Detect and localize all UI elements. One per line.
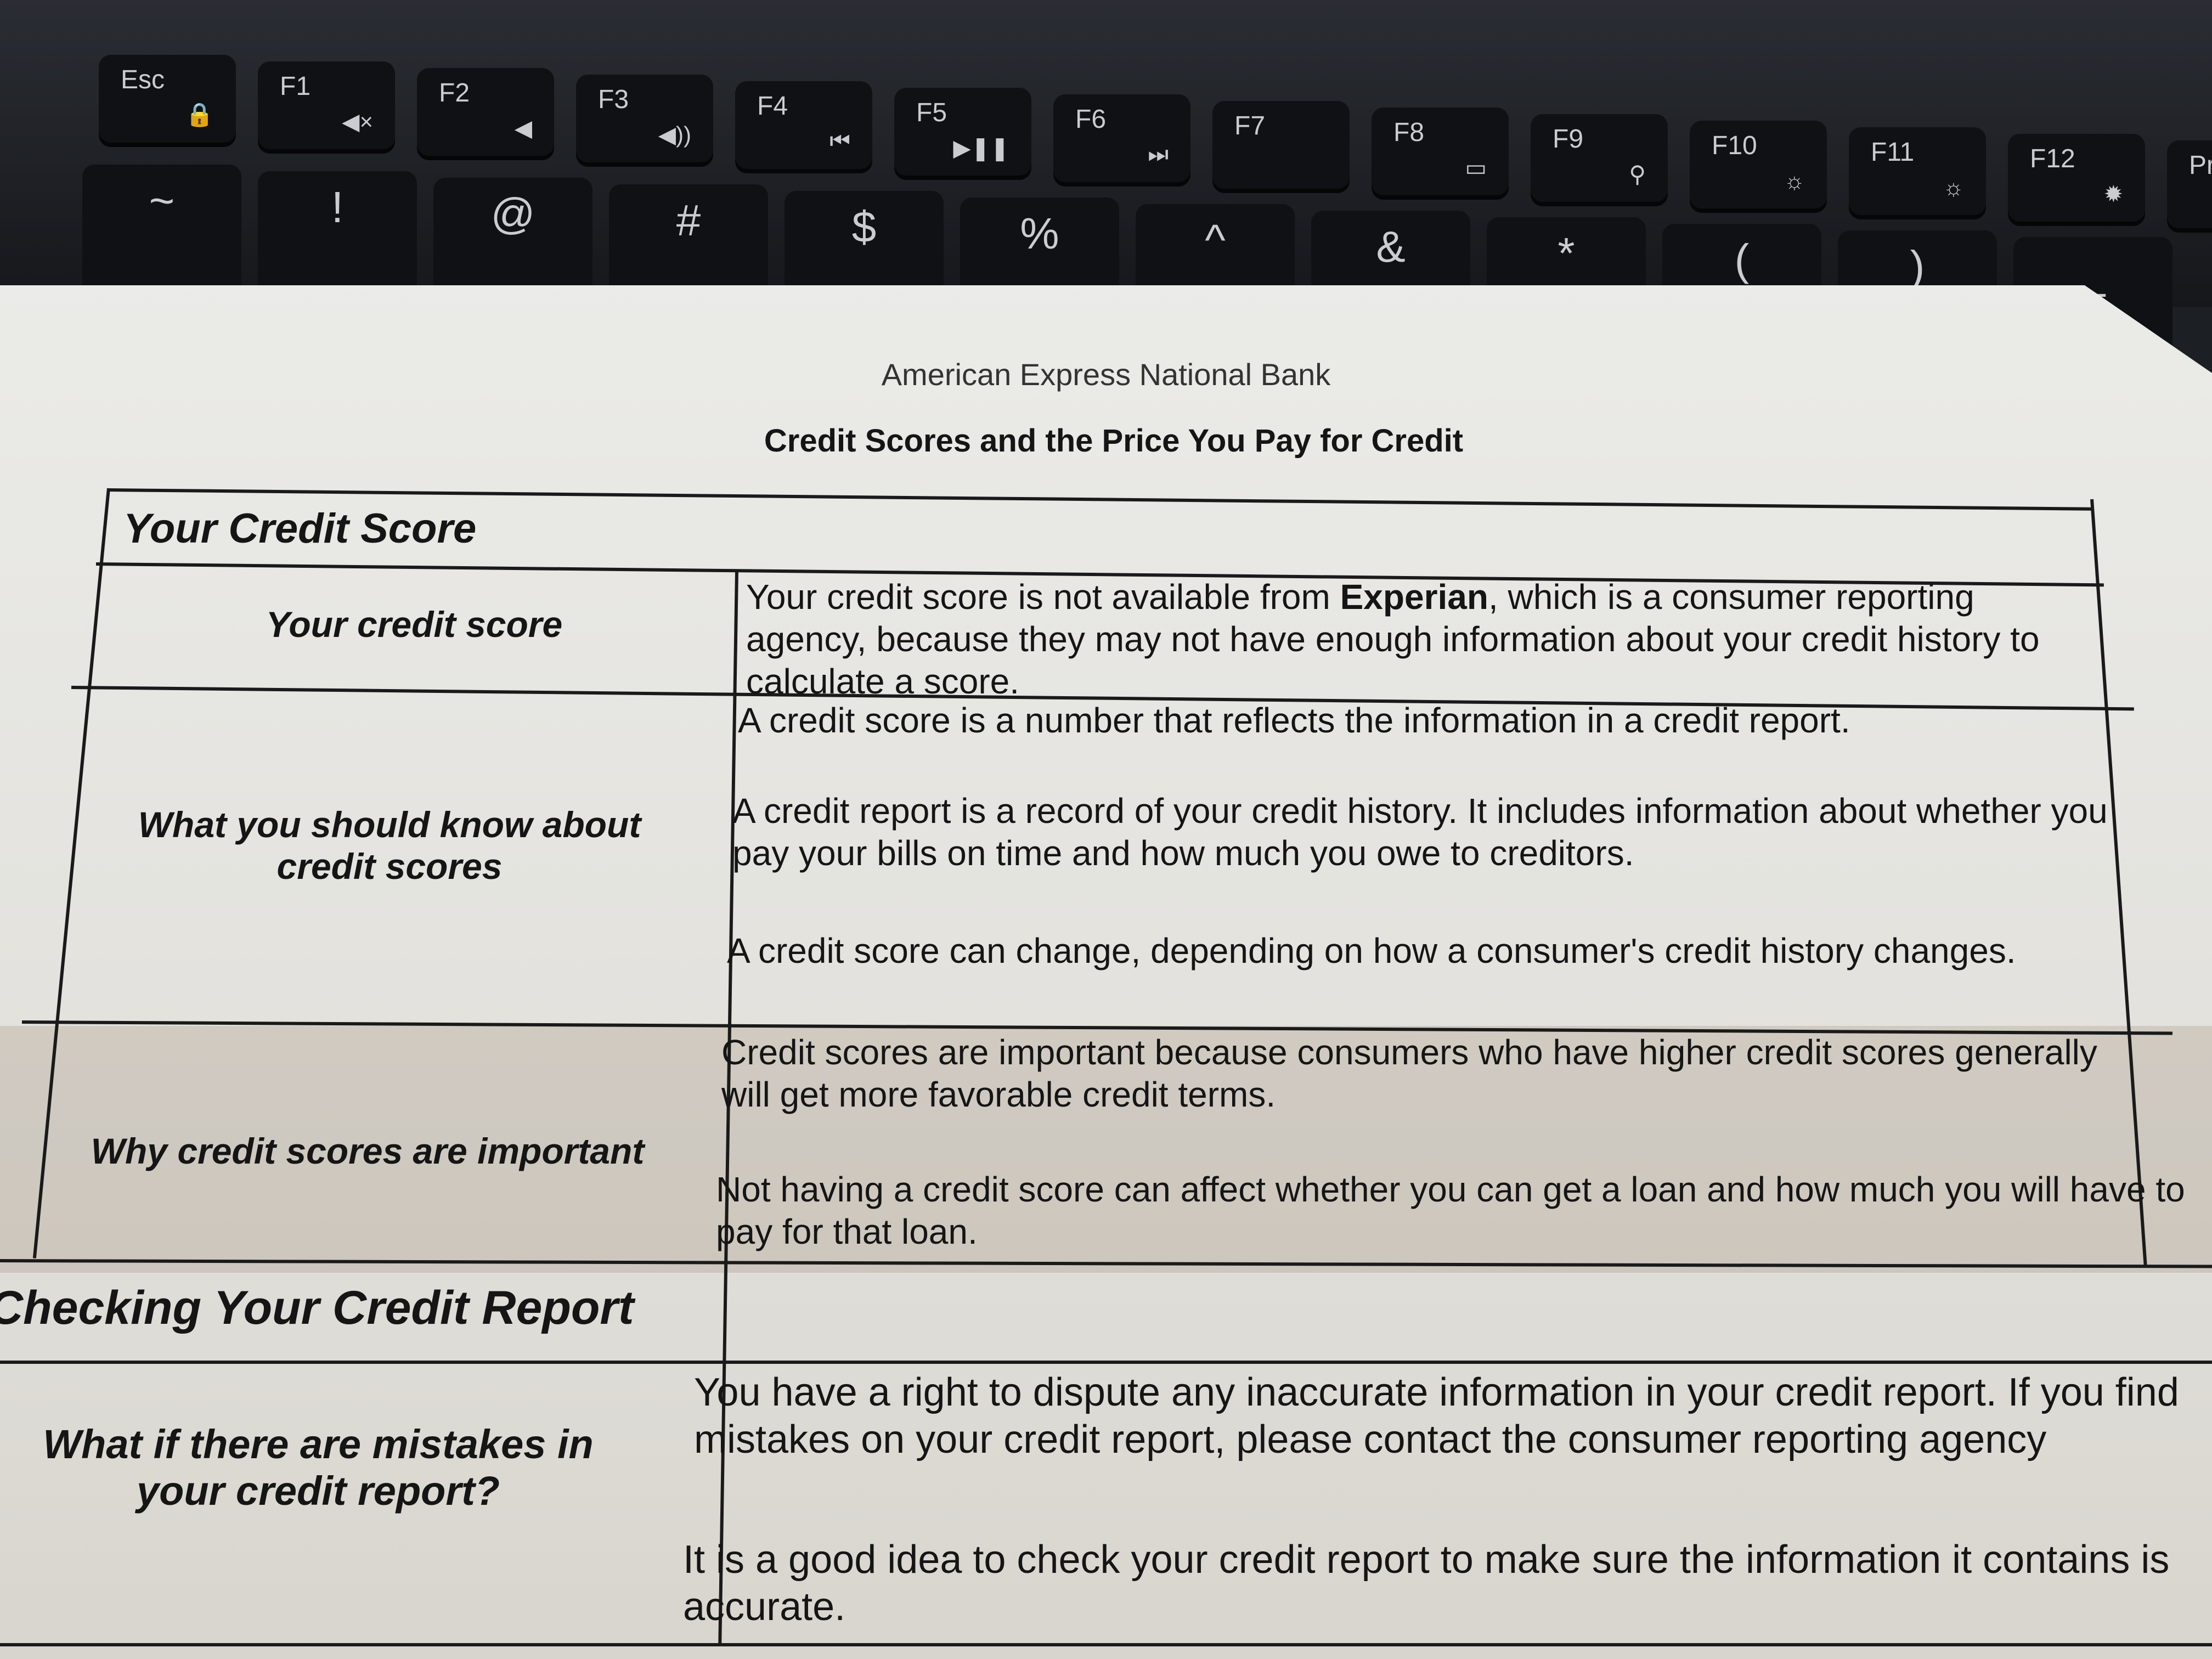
keyboard: Esc 🔒 F1 ◀× F2 ◀ F3 ◀)) F4 ⏮ F5 ▶❚❚ F6 ⏭ F7 F8 ▭ F9 ⚲ F10 ☼ F… <box>0 0 2212 369</box>
key-pr[interactable]: Pr <box>2167 140 2212 228</box>
next-icon: ⏭ <box>1148 141 1169 167</box>
key-label: % <box>1020 209 1059 258</box>
key-f2[interactable]: F2 ◀ <box>417 68 554 156</box>
key-esc[interactable]: Esc 🔒 <box>99 55 236 143</box>
label-what-you-should-know: What you should know about credit scores <box>138 804 641 887</box>
key-f7[interactable]: F7 <box>1212 101 1350 189</box>
key-label: Esc <box>121 65 165 94</box>
fn-lock-icon: 🔒 <box>185 101 214 127</box>
key-label: * <box>1558 229 1575 278</box>
know-text-3: A credit score can change, depending on … <box>727 931 2016 970</box>
key-f12[interactable]: F12 ✹ <box>2008 134 2145 222</box>
know-text-1: A credit score is a number that reflects… <box>738 701 1850 740</box>
key-label: F2 <box>439 78 470 108</box>
key-label: F6 <box>1075 105 1107 134</box>
mistakes-text-1: You have a right to dispute any inaccura… <box>694 1370 2179 1462</box>
mute-icon: ◀× <box>342 109 373 134</box>
key-label: F10 <box>1712 131 1757 160</box>
key-f10[interactable]: F10 ☼ <box>1690 121 1827 208</box>
key-label: F5 <box>916 98 947 127</box>
key-f8[interactable]: F8 ▭ <box>1372 108 1509 195</box>
key-label: ! <box>331 183 344 232</box>
label-mistakes: What if there are mistakes in your credi… <box>43 1421 594 1514</box>
key-label: ~ <box>149 176 175 225</box>
section-your-credit-score: Your Credit Score <box>123 505 477 552</box>
key-label: F3 <box>598 85 629 114</box>
important-text-2: Not having a credit score can affect whe… <box>716 1170 2185 1251</box>
kbd-light-icon: ☼ <box>1784 168 1805 194</box>
key-f11[interactable]: F11 ☼ <box>1849 127 1986 215</box>
bright-up-icon: ✹ <box>2103 181 2123 207</box>
shadow <box>0 1026 2212 1273</box>
bright-down-icon: ☼ <box>1943 174 1965 200</box>
vol-down-icon: ◀ <box>514 115 532 141</box>
key-label: F9 <box>1553 125 1584 154</box>
key-label: F7 <box>1234 111 1266 140</box>
key-label: ^ <box>1205 216 1226 264</box>
key-label: F11 <box>1871 138 1915 167</box>
key-number-row[interactable]: ~ <box>82 165 241 296</box>
key-f9[interactable]: F9 ⚲ <box>1531 114 1668 202</box>
vol-up-icon: ◀)) <box>658 122 691 148</box>
prev-icon: ⏮ <box>830 128 850 154</box>
important-text-1: Credit scores are important because cons… <box>721 1032 2097 1114</box>
key-label: & <box>1376 222 1406 271</box>
key-label: ( <box>1734 235 1750 284</box>
key-label: Pr <box>2189 151 2212 180</box>
key-label: $ <box>851 202 877 251</box>
key-f6[interactable]: F6 ⏭ <box>1053 94 1190 182</box>
bank-name: American Express National Bank <box>881 357 1331 392</box>
label-your-credit-score: Your credit score <box>266 604 563 645</box>
display-icon: ▭ <box>1465 155 1487 180</box>
credit-score-text: Your credit score is not available from … <box>746 577 2040 701</box>
label-why-important: Why credit scores are important <box>91 1131 645 1171</box>
play-pause-icon: ▶❚❚ <box>953 135 1009 161</box>
key-label: F1 <box>280 72 311 101</box>
key-f1[interactable]: F1 ◀× <box>258 61 395 149</box>
key-f5[interactable]: F5 ▶❚❚ <box>894 88 1031 176</box>
section-checking-report: Checking Your Credit Report <box>0 1282 634 1334</box>
key-number-row[interactable]: ! <box>258 171 417 303</box>
know-text-2: A credit report is a record of your cred… <box>732 791 2108 873</box>
key-label: F4 <box>757 92 788 121</box>
document-page: American Express National Bank Credit Sc… <box>0 285 2212 1659</box>
key-f3[interactable]: F3 ◀)) <box>576 75 713 162</box>
key-label: F8 <box>1393 118 1425 147</box>
search-icon: ⚲ <box>1629 161 1646 187</box>
key-label: ) <box>1910 242 1925 291</box>
key-label: F12 <box>2030 144 2075 173</box>
key-label: @ <box>490 189 535 238</box>
key-f4[interactable]: F4 ⏮ <box>735 81 872 169</box>
mistakes-text-2: It is a good idea to check your credit r… <box>683 1538 2170 1629</box>
document-title: Credit Scores and the Price You Pay for … <box>764 423 1464 459</box>
key-label: # <box>676 196 701 245</box>
